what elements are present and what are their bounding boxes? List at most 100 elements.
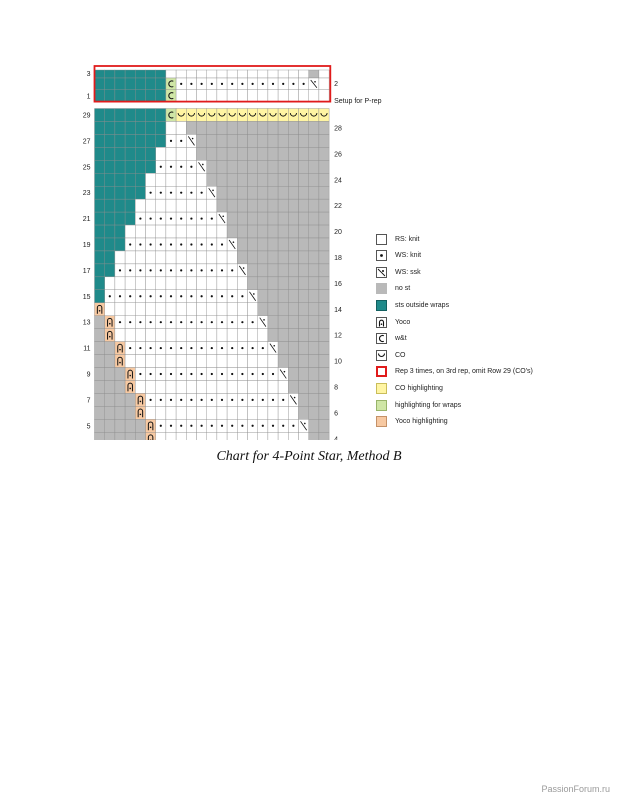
chart-cell [277,211,289,226]
top-row-cell [114,69,126,79]
chart-cell [267,432,279,440]
chart-cell [318,211,330,226]
top-row-cell [104,69,116,79]
row-number-label: 18 [334,255,342,262]
chart-cell [135,419,146,433]
ws-knit-dot [180,321,183,324]
chart-cell [318,302,330,316]
chart-cell [155,173,167,187]
chart-cell [226,108,238,122]
ws-knit-dot [251,398,254,401]
chart-cell [267,185,279,200]
chart-cell [206,121,218,135]
chart-cell [267,354,279,368]
chart-cell [318,380,330,394]
ws-knit-dot [180,398,183,401]
ws-knit-dot [149,269,152,272]
repeat-row-1-cell [94,89,105,102]
ws-knit-dot [210,321,213,324]
ssk-slash [187,136,195,146]
chart-cell [206,108,218,122]
yoco-dot [139,400,142,403]
chart-cell [186,198,197,213]
ws-knit-dot [169,191,173,194]
chart-cell [94,160,105,174]
cast-on-symbol [279,112,287,117]
chart-cell [247,147,258,161]
ssk-dot [273,344,276,347]
legend-label: sts outside wraps [395,301,450,309]
chart-cell [216,406,228,420]
cast-on-symbol [269,112,277,117]
chart-cell [308,341,320,355]
chart-cell [104,224,116,239]
chart-cell [196,147,207,161]
chart-cell [237,185,248,200]
ssk-dot [293,396,296,399]
row-number-label: 10 [334,359,342,366]
chart-cell [165,354,177,368]
yoco-symbol [147,421,154,431]
chart-cell [124,302,136,316]
chart-cell [155,147,167,161]
ws-knit-dot [190,295,193,298]
chart-cell [186,108,197,122]
ws-knit-dot [149,243,152,246]
chart-cell [216,380,228,394]
chart-cell [145,328,156,342]
ws-knit-dot [210,346,213,350]
chart-cell [124,354,136,368]
chart-cell [114,419,126,433]
chart-cell [247,185,258,200]
yoco-symbol [96,304,103,314]
chart-cell [247,121,258,135]
chart-cell [267,289,279,303]
ws-knit-dot [169,217,173,220]
chart-cell [104,237,116,252]
row-number-label: 7 [87,397,91,404]
chart-cell [216,250,228,265]
row-number-label: 22 [334,203,342,210]
chart-cell [104,328,116,342]
ws-knit-dot [220,243,224,246]
ws-knit-dot [149,372,152,376]
chart-cell [257,354,269,368]
chart-cell [104,315,116,329]
chart-cell [237,134,248,148]
ws-knit-dot [180,295,183,298]
chart-cell [216,134,228,148]
chart-cell [175,198,187,213]
chart-cell [186,328,197,342]
chart-cell [237,147,248,161]
chart-cell [216,121,228,135]
yoco-dot [119,348,121,351]
ws-knit-dot [210,269,213,272]
ws-knit-dot [261,372,264,376]
ws-knit-dot [180,424,183,427]
legend-label: WS: ssk [395,268,421,276]
chart-cell [288,406,299,420]
chart-cell [206,406,218,420]
chart-cell [257,250,269,265]
chart-cell [104,393,116,407]
chart-cell [237,121,248,135]
row-number-label: 14 [334,307,342,314]
chart-cell [135,328,146,342]
chart-cell [247,328,258,342]
chart-cell [257,289,269,303]
chart-cell [226,276,238,291]
legend-label: CO highlighting [395,384,443,392]
row-label-setup: Setup for P-rep [334,98,382,105]
chart-cell [206,250,218,265]
ssk-dot [202,163,204,166]
chart-cell [216,160,228,174]
ws-knit-dot [251,321,254,324]
row-number-label: 23 [83,190,91,197]
ws-knit-dot [149,295,152,298]
chart-cell [247,263,258,278]
chart-cell [318,173,330,187]
chart-cell [165,173,177,187]
chart-cell [308,134,320,148]
legend-item-ws-ssk: WS: ssk [376,265,421,279]
ws-knit-dot [169,295,173,298]
